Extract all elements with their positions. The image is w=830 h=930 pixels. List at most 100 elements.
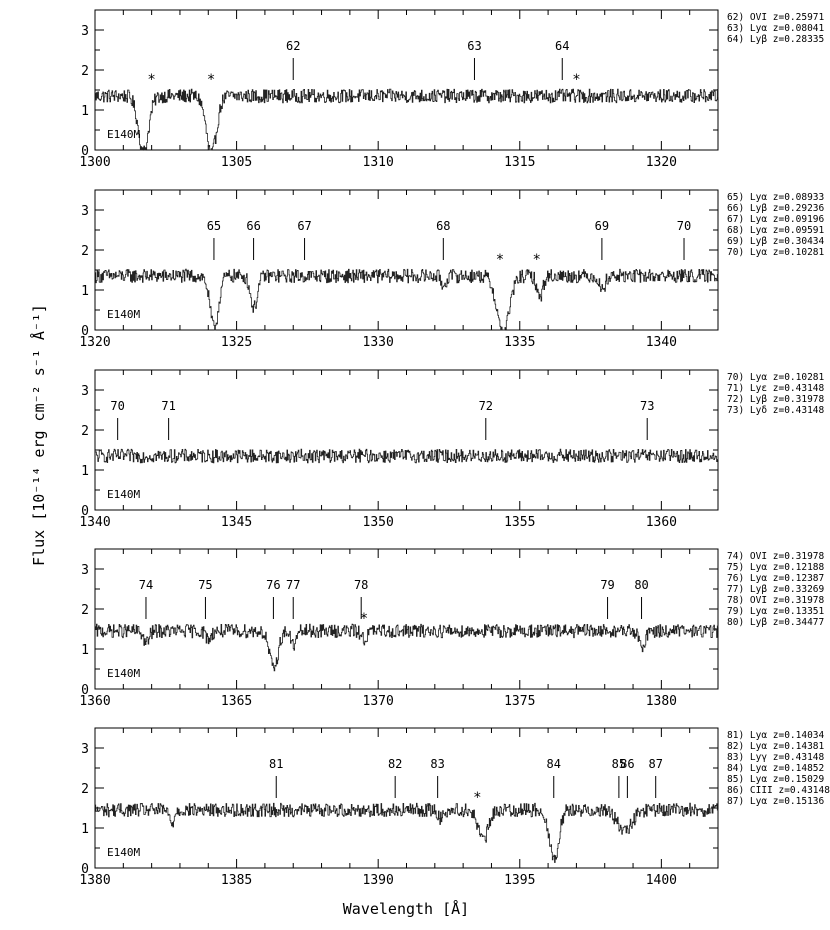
line-id-entry: 83) Lyγ z=0.43148 (727, 752, 825, 763)
line-id-entry: 78) OVI z=0.31978 (727, 595, 825, 606)
y-tick-label: 0 (81, 144, 89, 159)
line-marker-label: 71 (161, 399, 175, 413)
line-id-entry: 87) Lyα z=0.15136 (727, 796, 825, 807)
x-tick-label: 1400 (646, 873, 677, 888)
plot-frame (94, 548, 719, 690)
x-tick-label: 1395 (504, 873, 535, 888)
y-tick-label: 3 (81, 742, 89, 757)
x-tick-label: 1360 (646, 515, 677, 530)
y-tick-label: 0 (81, 324, 89, 339)
line-id-entry: 70) Lyα z=0.10281 (727, 247, 825, 258)
line-marker-label: 65 (207, 219, 221, 233)
line-id-entry: 67) Lyα z=0.09196 (727, 214, 825, 225)
line-marker-label: 79 (600, 578, 614, 592)
y-tick-label: 1 (81, 464, 89, 479)
x-tick-label: 1380 (79, 873, 110, 888)
line-marker-label: 78 (354, 578, 368, 592)
x-tick-label: 1340 (646, 335, 677, 350)
line-marker-label: 82 (388, 757, 402, 771)
galactic-feature-star: * (207, 72, 215, 88)
y-tick-label: 3 (81, 384, 89, 399)
y-tick-label: 1 (81, 104, 89, 119)
x-tick-label: 1320 (646, 155, 677, 170)
line-marker-label: 84 (547, 757, 561, 771)
flux-spectrum (95, 802, 719, 863)
x-tick-label: 1380 (646, 694, 677, 709)
line-marker-label: 69 (595, 219, 609, 233)
plot-frame (94, 727, 719, 869)
x-tick-label: 1385 (221, 873, 252, 888)
y-tick-label: 0 (81, 683, 89, 698)
line-id-entry: 69) Lyβ z=0.30434 (727, 236, 825, 247)
line-marker-label: 81 (269, 757, 283, 771)
y-tick-label: 2 (81, 424, 89, 439)
x-tick-label: 1360 (79, 694, 110, 709)
y-axis-title: Flux [10⁻¹⁴ erg cm⁻² s⁻¹ Å⁻¹] (29, 304, 48, 566)
line-marker-label: 63 (467, 39, 481, 53)
y-tick-label: 2 (81, 244, 89, 259)
line-marker-label: 85 (612, 757, 626, 771)
y-tick-label: 2 (81, 64, 89, 79)
line-id-entry: 86) CIII z=0.43148 (727, 785, 830, 796)
line-marker-label: 73 (640, 399, 654, 413)
x-axis-title: Wavelength [Å] (343, 899, 469, 918)
line-id-entry: 79) Lyα z=0.13351 (727, 606, 825, 617)
x-tick-label: 1320 (79, 335, 110, 350)
galactic-feature-star: * (360, 611, 368, 627)
line-id-entry: 80) Lyβ z=0.34477 (727, 617, 824, 628)
instrument-label: E140M (107, 488, 140, 501)
line-id-entry: 74) OVI z=0.31978 (727, 551, 825, 562)
x-tick-label: 1325 (221, 335, 252, 350)
x-tick-label: 1355 (504, 515, 535, 530)
x-tick-label: 1305 (221, 155, 252, 170)
galactic-feature-star: * (473, 790, 481, 806)
y-tick-label: 3 (81, 24, 89, 39)
x-tick-label: 1335 (504, 335, 535, 350)
line-id-entry: 75) Lyα z=0.12188 (727, 562, 825, 573)
y-tick-label: 0 (81, 862, 89, 877)
x-tick-label: 1310 (363, 155, 394, 170)
line-id-entry: 72) Lyβ z=0.31978 (727, 394, 825, 405)
x-tick-label: 1375 (504, 694, 535, 709)
x-tick-label: 1370 (363, 694, 394, 709)
line-marker-label: 66 (246, 219, 260, 233)
line-marker-label: 87 (648, 757, 662, 771)
x-tick-label: 1345 (221, 515, 252, 530)
line-id-entry: 82) Lyα z=0.14381 (727, 741, 825, 752)
flux-spectrum (95, 88, 719, 151)
y-tick-label: 0 (81, 504, 89, 519)
instrument-label: E140M (107, 667, 140, 680)
line-id-entry: 62) OVI z=0.25971 (727, 12, 825, 23)
panel-2: 1320 1325 1330 1335 1340 0 1 2 3 65 66 67 68 69 70 * * E1… (79, 189, 825, 350)
line-marker-label: 67 (297, 219, 311, 233)
line-id-entry: 77) Lyβ z=0.33269 (727, 584, 825, 595)
y-tick-label: 2 (81, 782, 89, 797)
x-tick-label: 1330 (363, 335, 394, 350)
line-id-entry: 64) Lyβ z=0.28335 (727, 34, 824, 45)
line-marker-label: 70 (677, 219, 691, 233)
y-tick-label: 1 (81, 822, 89, 837)
plot-frame (94, 189, 719, 331)
line-marker-label: 70 (110, 399, 124, 413)
panel-4: 1360 1365 1370 1375 1380 0 1 2 3 74 75 76 77 78 79 80 * E… (79, 548, 825, 709)
instrument-label: E140M (107, 128, 140, 141)
line-id-entry: 84) Lyα z=0.14852 (727, 763, 824, 774)
y-tick-label: 3 (81, 204, 89, 219)
y-tick-label: 2 (81, 603, 89, 618)
x-tick-label: 1315 (504, 155, 535, 170)
line-marker-label: 80 (634, 578, 648, 592)
plot-frame (94, 369, 719, 511)
x-tick-label: 1365 (221, 694, 252, 709)
galactic-feature-star: * (147, 72, 155, 88)
galactic-feature-star: * (533, 252, 541, 268)
line-id-entry: 71) Lyε z=0.43148 (727, 383, 825, 394)
flux-spectrum (95, 448, 719, 464)
x-tick-label: 1340 (79, 515, 110, 530)
instrument-label: E140M (107, 846, 140, 859)
line-marker-label: 72 (479, 399, 493, 413)
plot-frame (94, 9, 719, 151)
line-id-entry: 63) Lyα z=0.08041 (727, 23, 825, 34)
